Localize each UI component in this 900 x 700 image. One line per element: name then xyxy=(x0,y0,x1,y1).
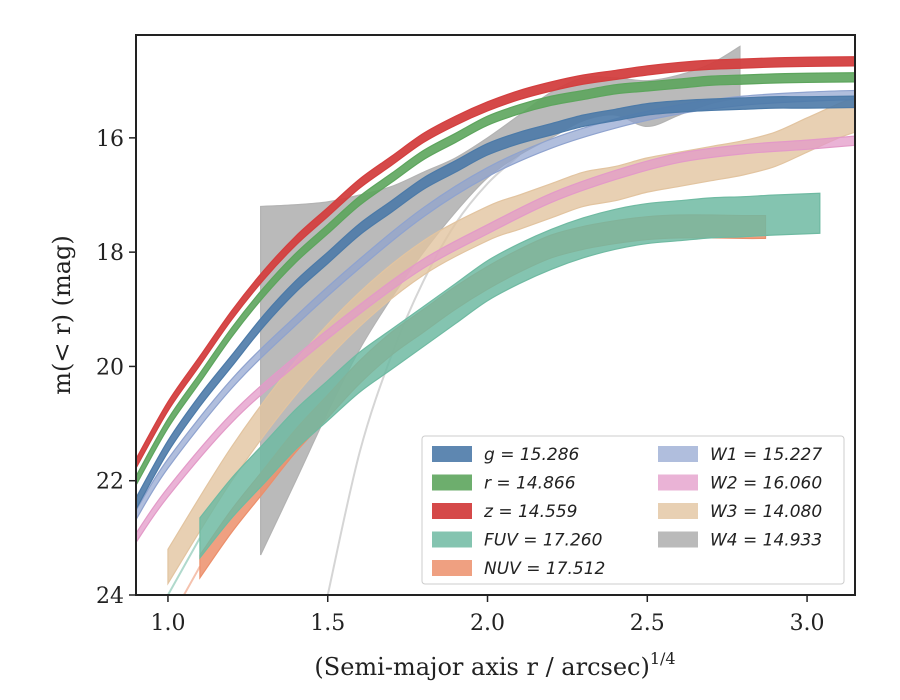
series-z-band xyxy=(136,56,855,470)
legend-label: z = 14.559 xyxy=(483,502,577,522)
legend-swatch xyxy=(658,503,698,519)
series-g-band xyxy=(136,95,855,511)
series-fuv-band xyxy=(199,192,821,560)
legend-label: NUV = 17.512 xyxy=(484,559,605,579)
legend-label: r = 14.866 xyxy=(484,474,576,494)
legend-swatch xyxy=(432,503,472,519)
y-tick-label: 20 xyxy=(96,355,124,380)
legend-swatch xyxy=(658,446,698,462)
legend-item-z: z = 14.559 xyxy=(432,502,577,522)
legend-item-w1: W1 = 15.227 xyxy=(658,445,822,465)
y-tick-label: 18 xyxy=(96,241,124,266)
legend-label: W4 = 14.933 xyxy=(710,531,822,551)
series-w1-band xyxy=(136,89,855,521)
legend-item-r: r = 14.866 xyxy=(432,474,576,494)
x-axis-exponent: 1/4 xyxy=(650,649,676,668)
series-layer xyxy=(136,45,855,595)
legend-swatch xyxy=(658,531,698,548)
x-axis-label: (Semi-major axis r / arcsec)1/4 xyxy=(314,649,675,681)
legend-item-fuv: FUV = 17.260 xyxy=(432,531,602,551)
x-tick-label: 3.0 xyxy=(790,611,825,636)
legend-label: W3 = 14.080 xyxy=(710,502,822,522)
series-w1 xyxy=(136,89,855,521)
legend: g = 15.286 r = 14.866 z = 14.559 FUV = 17.2… xyxy=(421,435,845,585)
x-tick-label: 2.5 xyxy=(630,611,665,636)
y-tick-label: 22 xyxy=(96,470,124,495)
series-z xyxy=(136,56,855,470)
series-fuv-extrapolation xyxy=(166,537,201,595)
legend-item-w3: W3 = 14.080 xyxy=(658,502,822,522)
legend-item-g: g = 15.286 xyxy=(432,445,580,465)
y-tick-label: 16 xyxy=(96,127,124,152)
series-r-band xyxy=(136,72,855,487)
legend-swatch xyxy=(432,531,472,548)
legend-swatch xyxy=(432,474,472,491)
x-tick-label: 1.5 xyxy=(310,611,345,636)
legend-item-w2: W2 = 16.060 xyxy=(658,474,822,494)
series-w4-extrapolation xyxy=(326,154,521,595)
legend-label: W2 = 16.060 xyxy=(710,474,822,494)
legend-swatch xyxy=(432,446,472,462)
legend-swatch xyxy=(432,560,472,576)
x-tick-label: 1.0 xyxy=(150,611,185,636)
series-w2 xyxy=(136,135,855,544)
legend-label: W1 = 15.227 xyxy=(710,445,822,465)
series-nuv-extrapolation xyxy=(182,565,201,595)
y-tick-label: 24 xyxy=(96,584,124,609)
legend-swatch xyxy=(658,474,698,491)
plot-frame xyxy=(135,34,856,596)
y-axis-label: m(< r) (mag) xyxy=(48,235,76,394)
ticks-layer: 1.0 1.5 2.0 2.5 3.0 16 18 20 22 24 xyxy=(96,127,825,636)
legend-label: FUV = 17.260 xyxy=(484,531,602,551)
legend-frame xyxy=(421,435,845,585)
legend-item-w4: W4 = 14.933 xyxy=(658,531,822,551)
series-g xyxy=(136,95,855,511)
series-w2-band xyxy=(136,135,855,544)
legend-label: g = 15.286 xyxy=(484,445,580,465)
legend-item-nuv: NUV = 17.512 xyxy=(432,559,605,579)
x-tick-label: 2.0 xyxy=(470,611,505,636)
series-fuv xyxy=(166,192,821,595)
series-r xyxy=(136,72,855,487)
